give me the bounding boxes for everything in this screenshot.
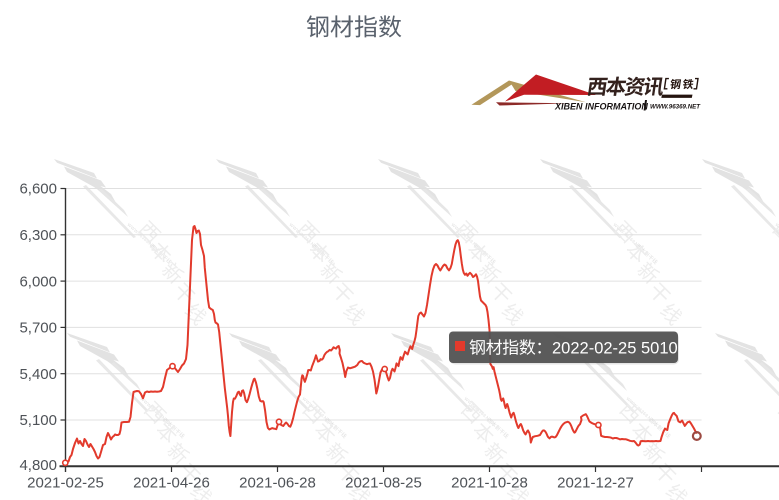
svg-text:2021-04-26: 2021-04-26 [133,475,210,492]
svg-text:2022-02-25: 2022-02-25 [552,340,636,358]
svg-text:2021-02-25: 2021-02-25 [27,475,104,492]
svg-text:WWW.96369.NET: WWW.96369.NET [650,103,701,110]
svg-text:XIBEN INFORMATION: XIBEN INFORMATION [554,101,648,111]
svg-text:2021-08-25: 2021-08-25 [345,475,422,492]
svg-text:6,300: 6,300 [19,227,57,244]
svg-text:2021-10-28: 2021-10-28 [451,475,528,492]
svg-text:2021-06-28: 2021-06-28 [239,475,316,492]
svg-text:5,400: 5,400 [19,366,57,383]
svg-text:6,600: 6,600 [19,181,57,198]
svg-text:5,100: 5,100 [19,412,57,429]
svg-text:6,000: 6,000 [19,273,57,290]
svg-text:4,800: 4,800 [19,457,57,474]
svg-text:5,700: 5,700 [19,320,57,337]
svg-text:2021-12-27: 2021-12-27 [557,475,634,492]
svg-text:5010: 5010 [641,340,678,358]
